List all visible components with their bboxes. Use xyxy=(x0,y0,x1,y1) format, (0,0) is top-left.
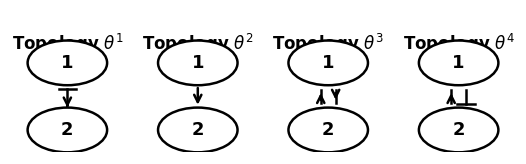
Text: Topology $\boldsymbol{\theta^3}$: Topology $\boldsymbol{\theta^3}$ xyxy=(272,32,384,56)
Text: 2: 2 xyxy=(452,121,465,139)
Text: 2: 2 xyxy=(61,121,74,139)
Ellipse shape xyxy=(28,41,107,85)
Text: 1: 1 xyxy=(322,54,335,72)
Ellipse shape xyxy=(158,108,238,152)
Ellipse shape xyxy=(158,41,238,85)
Text: Topology $\boldsymbol{\theta^4}$: Topology $\boldsymbol{\theta^4}$ xyxy=(402,32,514,56)
Ellipse shape xyxy=(419,108,498,152)
Ellipse shape xyxy=(288,108,368,152)
Text: 2: 2 xyxy=(322,121,335,139)
Ellipse shape xyxy=(419,41,498,85)
Ellipse shape xyxy=(28,108,107,152)
Ellipse shape xyxy=(288,41,368,85)
Text: 1: 1 xyxy=(191,54,204,72)
Text: 2: 2 xyxy=(191,121,204,139)
Text: 1: 1 xyxy=(61,54,74,72)
Text: 1: 1 xyxy=(452,54,465,72)
Text: Topology $\boldsymbol{\theta^2}$: Topology $\boldsymbol{\theta^2}$ xyxy=(142,32,254,56)
Text: Topology $\boldsymbol{\theta^1}$: Topology $\boldsymbol{\theta^1}$ xyxy=(12,32,123,56)
